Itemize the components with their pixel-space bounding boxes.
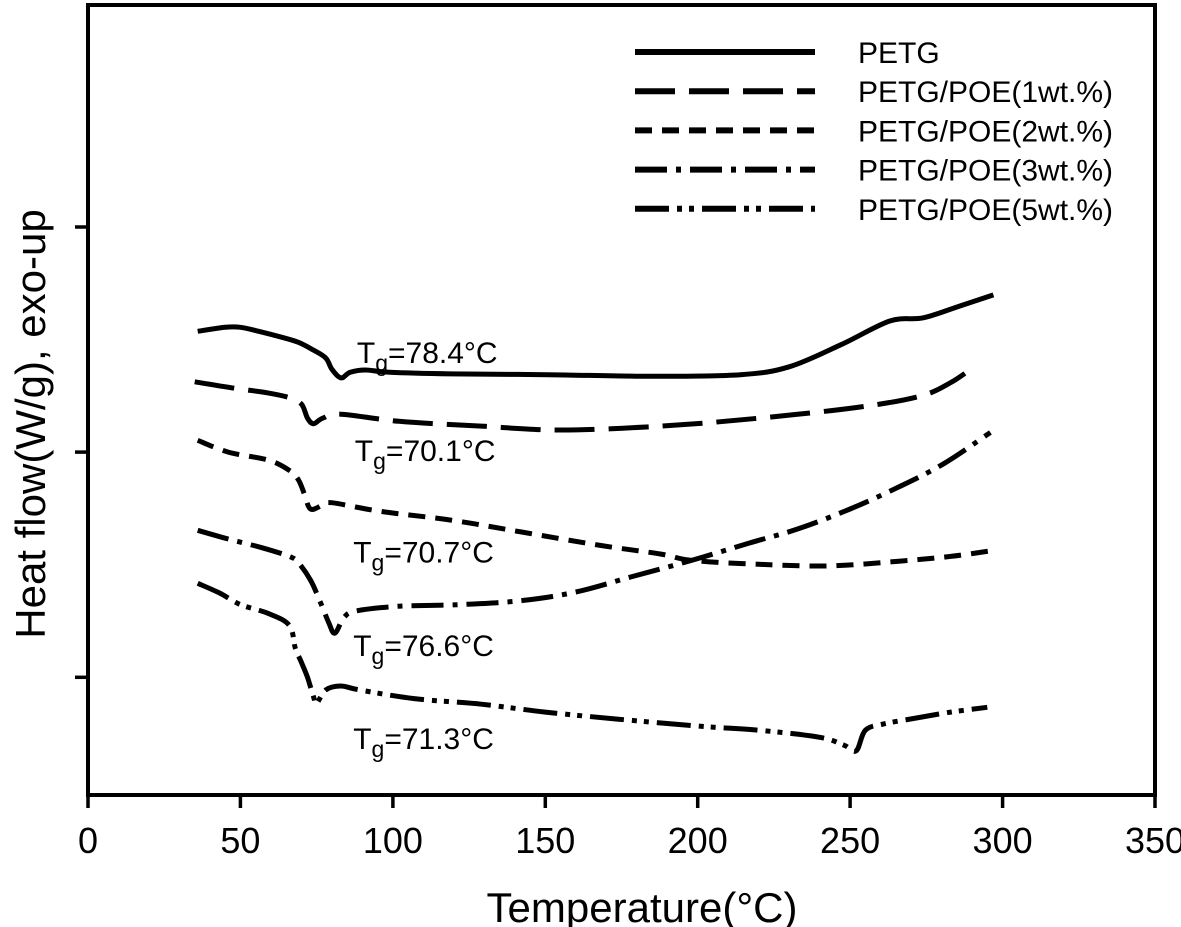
series-curves [194,292,995,754]
curve-petg [197,292,995,381]
curve-petg-poe-5wt- [196,581,988,754]
x-tick-label: 100 [363,820,423,861]
tg-annotation: Tg=70.7°C [353,537,494,576]
x-tick-label: 300 [973,820,1033,861]
curve-petg-poe-3wt- [196,430,992,636]
plot-frame [86,3,1157,797]
y-axis-title: Heat flow(W/g), exo-up [7,209,54,639]
tg-annotation: Tg=76.6°C [353,630,494,669]
legend-label: PETG/POE(5wt.%) [858,194,1113,227]
x-tick-label: 250 [820,820,880,861]
curve-petg-poe-1wt- [194,363,977,433]
legend-label: PETG [858,37,940,70]
tg-annotation: Tg=78.4°C [357,337,498,376]
x-tick-label: 200 [668,820,728,861]
curve-petg-poe-2wt- [196,437,991,569]
tg-annotation: Tg=71.3°C [353,723,494,762]
x-axis-title: Temperature(°C) [486,884,798,927]
x-tick-label: 50 [220,820,260,861]
legend-label: PETG/POE(1wt.%) [858,76,1113,109]
legend: PETG PETG/POE(1wt.%) PETG/POE(2wt.%) PETG/P… [635,37,1113,227]
x-tick-label: 150 [515,820,575,861]
tg-annotation: Tg=70.1°C [355,435,496,474]
axis-ticks: 0 50 100 150 200 250 300 350 [75,225,1181,861]
legend-label: PETG/POE(3wt.%) [858,155,1113,188]
plot-box [86,3,1157,797]
x-tick-label: 0 [78,820,98,861]
tg-annotations: Tg=78.4°C Tg=70.1°C Tg=70.7°C Tg=76.6°C Tg=7… [353,337,497,762]
x-tick-label: 350 [1125,820,1181,861]
legend-label: PETG/POE(2wt.%) [858,115,1113,148]
